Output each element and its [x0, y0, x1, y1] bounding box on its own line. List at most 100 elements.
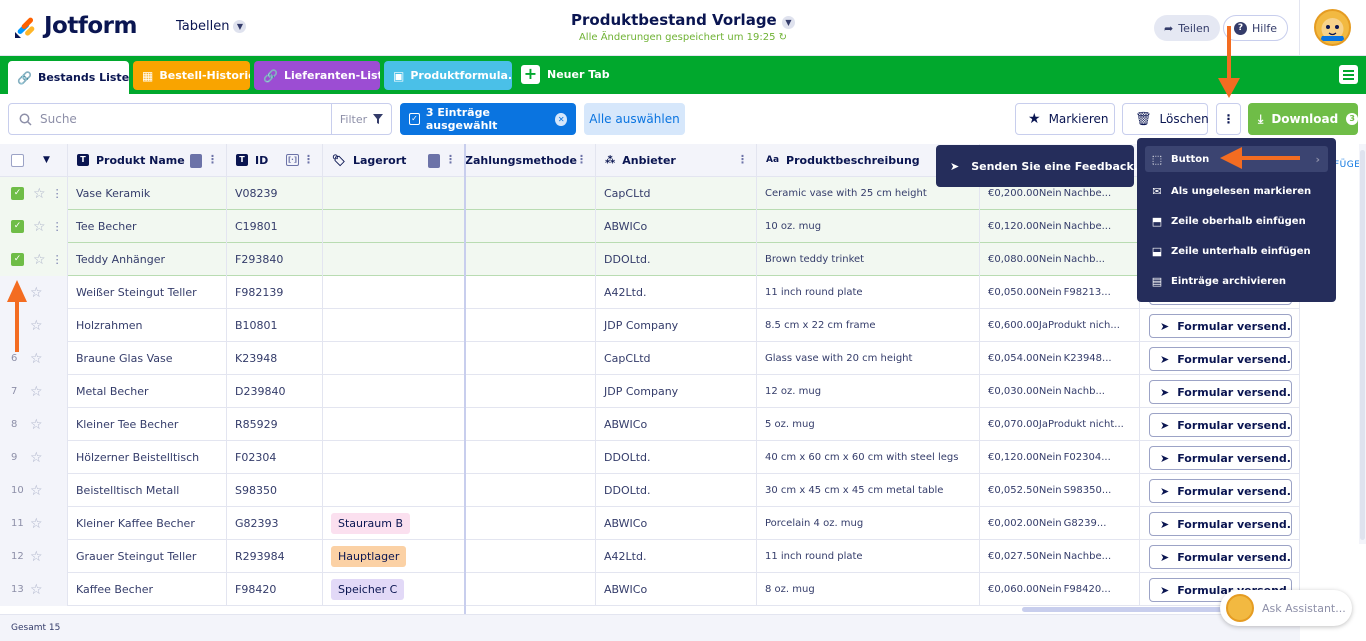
cell-id[interactable]: F02304 — [227, 441, 323, 474]
star-icon[interactable]: ☆ — [30, 350, 43, 367]
cell-name[interactable]: Beistelltisch Metall — [68, 474, 227, 507]
cell-anbieter[interactable]: CapCLtd — [596, 177, 757, 210]
cell-details[interactable]: €0,054.00Nein K23948... — [980, 342, 1140, 375]
column-menu-icon[interactable]: ⋮ — [207, 153, 218, 166]
cell-name[interactable]: Metal Becher — [68, 375, 227, 408]
chevron-down-icon[interactable]: ▼ — [43, 155, 50, 165]
table-row[interactable]: 10 ☆ Beistelltisch Metall S98350 DDOLtd.… — [0, 474, 1300, 507]
send-form-button[interactable]: ➤ Formular versend... — [1149, 347, 1292, 371]
cell-details[interactable]: €0,030.00Nein Nachb... — [980, 375, 1140, 408]
cell-id[interactable]: C19801 — [227, 210, 323, 243]
row-checkbox[interactable]: ✓ — [11, 187, 24, 200]
cell-zahlung[interactable] — [465, 507, 596, 540]
page-title[interactable]: Produktbestand Vorlage ▼ — [520, 11, 846, 29]
vertical-scrollbar-thumb[interactable] — [1360, 150, 1365, 540]
cell-id[interactable]: K23948 — [227, 342, 323, 375]
cell-details[interactable]: €0,050.00Nein F98213... — [980, 276, 1140, 309]
cell-details[interactable]: €0,027.50Nein Nachbe... — [980, 540, 1140, 573]
cell-id[interactable]: F98420 — [227, 573, 323, 606]
cell-name[interactable]: Hölzerner Beistelltisch — [68, 441, 227, 474]
row-menu-icon[interactable]: ⋮ — [51, 187, 63, 200]
cell-id[interactable]: D239840 — [227, 375, 323, 408]
cell-details[interactable]: €0,052.50Nein S98350... — [980, 474, 1140, 507]
cell-name[interactable]: Kleiner Kaffee Becher — [68, 507, 227, 540]
star-icon[interactable]: ☆ — [30, 449, 43, 466]
column-menu-icon[interactable]: ⋮ — [303, 153, 314, 166]
cell-name[interactable]: Vase Keramik — [68, 177, 227, 210]
cell-id[interactable]: F293840 — [227, 243, 323, 276]
cell-id[interactable]: R293984 — [227, 540, 323, 573]
table-row[interactable]: 6 ☆ Braune Glas Vase K23948 CapCLtd Glas… — [0, 342, 1300, 375]
cell-name[interactable]: Teddy Anhänger — [68, 243, 227, 276]
clear-selection-icon[interactable]: ✕ — [555, 112, 567, 126]
cell-anbieter[interactable]: ABWICo — [596, 210, 757, 243]
star-icon[interactable]: ☆ — [30, 581, 43, 598]
avatar[interactable] — [1314, 9, 1351, 46]
add-tab-button[interactable]: + — [521, 65, 540, 84]
cell-beschreibung[interactable]: 30 cm x 45 cm x 45 cm metal table — [757, 474, 980, 507]
selected-entries-badge[interactable]: ✓ 3 Einträge ausgewählt ✕ — [400, 103, 576, 135]
cell-id[interactable]: F982139 — [227, 276, 323, 309]
cell-anbieter[interactable]: DDOLtd. — [596, 243, 757, 276]
cell-lagerort[interactable] — [323, 441, 465, 474]
cell-name[interactable]: Grauer Steingut Teller — [68, 540, 227, 573]
star-icon[interactable]: ☆ — [30, 515, 43, 532]
column-menu-icon[interactable]: ⋮ — [445, 153, 456, 166]
cell-beschreibung[interactable]: 8.5 cm x 22 cm frame — [757, 309, 980, 342]
column-menu-icon[interactable]: ⋮ — [737, 153, 748, 166]
table-row[interactable]: ✓ ☆ ⋮ Tee Becher C19801 ABWICo 10 oz. mu… — [0, 210, 1300, 243]
send-form-button[interactable]: ➤ Formular versend... — [1149, 446, 1292, 470]
table-row[interactable]: ☆ Weißer Steingut Teller F982139 A42Ltd.… — [0, 276, 1300, 309]
cell-details[interactable]: €0,060.00Nein F98420... — [980, 573, 1140, 606]
cell-lagerort[interactable] — [323, 375, 465, 408]
cell-beschreibung[interactable]: 5 oz. mug — [757, 408, 980, 441]
column-menu-icon[interactable]: ⋮ — [576, 153, 587, 166]
download-button[interactable]: ⤓ Download 3 — [1248, 103, 1358, 135]
send-form-button[interactable]: ➤ Formular versend... — [1149, 314, 1292, 338]
cell-anbieter[interactable]: ABWICo — [596, 408, 757, 441]
new-tab-label[interactable]: Neuer Tab — [547, 68, 610, 81]
cell-anbieter[interactable]: ABWICo — [596, 507, 757, 540]
column-header-produktbeschreibung[interactable]: Aa Produktbeschreibung — [757, 144, 980, 177]
table-row[interactable]: 9 ☆ Hölzerner Beistelltisch F02304 DDOLt… — [0, 441, 1300, 474]
column-header-id[interactable]: T ID [·] ⋮ — [227, 144, 323, 177]
cell-anbieter[interactable]: DDOLtd. — [596, 441, 757, 474]
send-form-button[interactable]: ➤ Formular versend... — [1149, 512, 1292, 536]
send-form-button[interactable]: ➤ Formular versend... — [1149, 380, 1292, 404]
row-checkbox[interactable]: ✓ — [11, 253, 24, 266]
cell-lagerort[interactable]: Stauraum B — [323, 507, 465, 540]
cell-lagerort[interactable]: Speicher C — [323, 573, 465, 606]
column-header-lagerort[interactable]: 🏷 Lagerort ⋮ — [323, 144, 465, 177]
table-row[interactable]: 7 ☆ Metal Becher D239840 JDP Company 12 … — [0, 375, 1300, 408]
cell-name[interactable]: Kaffee Becher — [68, 573, 227, 606]
cell-name[interactable]: Braune Glas Vase — [68, 342, 227, 375]
cell-anbieter[interactable]: ABWICo — [596, 573, 757, 606]
cell-anbieter[interactable]: JDP Company — [596, 309, 757, 342]
cell-zahlung[interactable] — [465, 540, 596, 573]
menu-item-insert-row-below[interactable]: ⬓ Zeile unterhalb einfügen — [1137, 236, 1336, 266]
cell-lagerort[interactable] — [323, 408, 465, 441]
filter-button[interactable]: Filter — [331, 103, 392, 135]
tab-bestell-historie[interactable]: ▦ Bestell-Historie — [133, 61, 250, 90]
cell-zahlung[interactable] — [465, 375, 596, 408]
cell-beschreibung[interactable]: 11 inch round plate — [757, 276, 980, 309]
cell-beschreibung[interactable]: 8 oz. mug — [757, 573, 980, 606]
cell-zahlung[interactable] — [465, 408, 596, 441]
cell-beschreibung[interactable]: 40 cm x 60 cm x 60 cm with steel legs — [757, 441, 980, 474]
select-all-button[interactable]: Alle auswählen — [584, 103, 685, 135]
table-row[interactable]: 12 ☆ Grauer Steingut Teller R293984 Haup… — [0, 540, 1300, 573]
cell-id[interactable]: G82393 — [227, 507, 323, 540]
table-row[interactable]: 13 ☆ Kaffee Becher F98420 Speicher C ABW… — [0, 573, 1300, 606]
table-row[interactable]: ☆ Holzrahmen B10801 JDP Company 8.5 cm x… — [0, 309, 1300, 342]
tab-list-menu-icon[interactable] — [1339, 65, 1358, 84]
row-checkbox[interactable]: ✓ — [11, 220, 24, 233]
jotform-logo[interactable]: Jotform — [14, 13, 137, 39]
cell-lagerort[interactable] — [323, 243, 465, 276]
cell-name[interactable]: Tee Becher — [68, 210, 227, 243]
cell-anbieter[interactable]: A42Ltd. — [596, 276, 757, 309]
chevron-down-icon[interactable]: ▼ — [781, 16, 795, 29]
cell-beschreibung[interactable]: Brown teddy trinket — [757, 243, 980, 276]
cell-name[interactable]: Kleiner Tee Becher — [68, 408, 227, 441]
star-icon[interactable]: ☆ — [33, 218, 46, 235]
delete-button[interactable]: 🗑 Löschen — [1122, 103, 1209, 135]
